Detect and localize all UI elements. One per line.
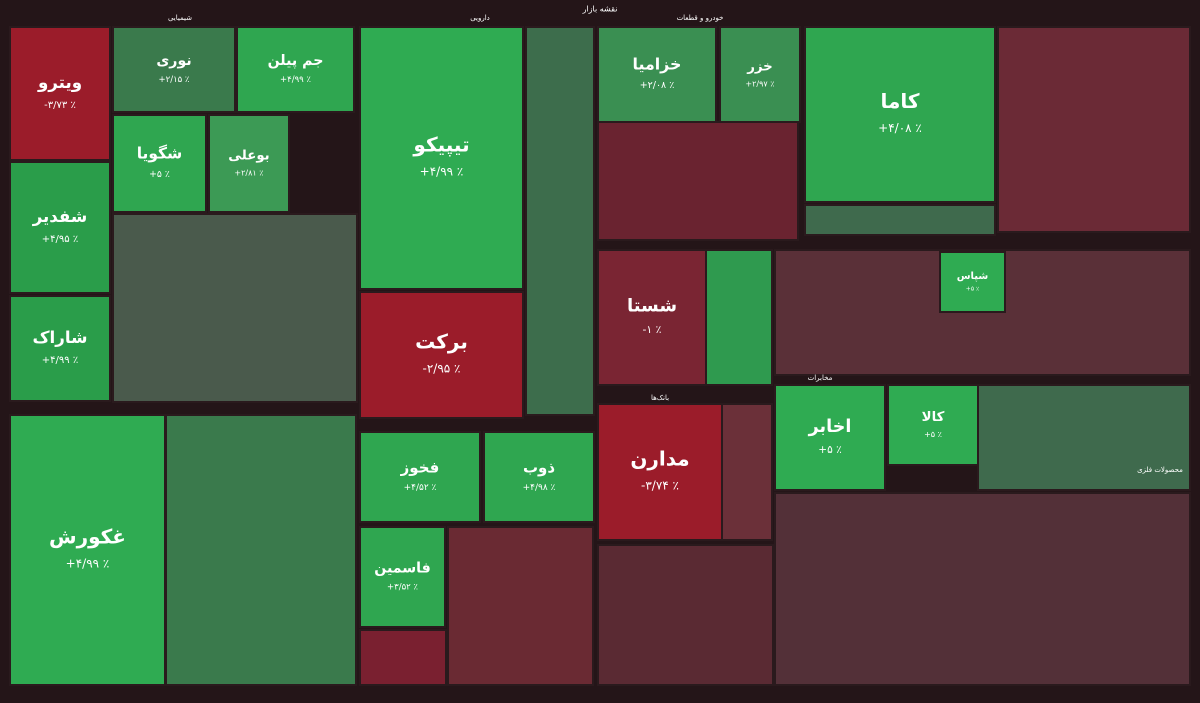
tile-value: ٪ ۵+	[924, 430, 942, 439]
tile-value: ٪ ۳/۷۴-	[641, 479, 679, 493]
tile	[359, 26, 524, 290]
tile-value: ٪ ۴/۹۹+	[420, 165, 464, 179]
sector-label: دارویی	[470, 14, 490, 22]
tile-value: ٪ ۴/۰۸+	[878, 121, 922, 135]
tile-name: شفدیر	[32, 207, 88, 227]
tile	[483, 431, 595, 523]
tile-value: ٪ ۲/۹۷+	[745, 79, 774, 88]
tile-name: شپاس	[957, 271, 989, 282]
tile-name: اخابر	[808, 417, 852, 437]
tile-value: ٪ ۴/۹۹+	[280, 75, 311, 85]
tile-value: ٪ ۱-	[643, 323, 662, 336]
tile-name: خزامیا	[633, 55, 682, 74]
tile	[804, 26, 996, 203]
tile-name: نوری	[156, 53, 191, 69]
tile-name: کالا	[922, 410, 945, 425]
tile	[236, 26, 355, 113]
tile-value: ٪ ۴/۹۹+	[42, 355, 78, 366]
tile	[9, 414, 166, 686]
tile	[9, 161, 111, 294]
tile	[359, 291, 524, 419]
chart-title: نقشه بازار	[582, 5, 618, 14]
tile	[208, 114, 290, 213]
tile-value: ٪ ۲/۹۵-	[423, 362, 461, 376]
tile-name: غکورش	[49, 525, 126, 549]
tile-name: شستا	[627, 296, 677, 317]
tile	[112, 26, 236, 113]
tile	[597, 403, 723, 541]
sector-label: محصولات فلزی	[1137, 466, 1183, 474]
tile-name: شگویا	[137, 144, 183, 163]
tile-name: شاراک	[33, 328, 88, 347]
tile-name: ذوب	[523, 459, 555, 477]
tile-value: ٪ ۳/۵۲+	[387, 582, 418, 592]
tile	[719, 26, 801, 123]
tile	[359, 431, 481, 523]
tile	[939, 251, 1006, 313]
tile-value: ٪ ۵+	[818, 444, 841, 456]
tile-value: ٪ ۴/۹۹+	[66, 557, 110, 571]
tile-name: ویترو	[37, 73, 82, 93]
tile-name: تیپیکو	[412, 133, 469, 158]
tile-value: ٪ ۵+	[149, 169, 170, 180]
tile-value: ٪ ۲/۸۱+	[234, 168, 263, 177]
sector-label: خودرو و قطعات	[677, 14, 724, 22]
tile	[9, 295, 111, 402]
tile-value: ٪ ۴/۵۲+	[404, 483, 437, 493]
sector-label: بانک‌ها	[651, 394, 669, 402]
tile	[359, 526, 446, 628]
tile-value: ٪ ۲/۱۵+	[159, 75, 190, 85]
tile	[887, 384, 979, 466]
tile	[774, 384, 886, 491]
tile-name: فاسمین	[374, 561, 431, 577]
sector-label: مخابرات	[808, 374, 833, 382]
tile-name: مدارن	[630, 447, 689, 471]
tile	[597, 249, 707, 386]
tile-name: برکت	[415, 330, 468, 354]
tile	[9, 26, 111, 161]
tile-name: جم پیلن	[268, 53, 324, 69]
tile-name: خزر	[746, 60, 773, 75]
tile-value: ٪ ۴/۹۸+	[523, 483, 556, 493]
tile-value: ٪ ۲/۰۸+	[640, 80, 675, 91]
tile	[112, 114, 207, 213]
tile-value: ٪ ۵+	[966, 286, 979, 293]
tile-name: فخوز	[400, 459, 440, 477]
tile-name: بوعلی	[228, 149, 269, 164]
tile-name: کاما	[880, 89, 919, 113]
tile-value: ٪ ۴/۹۵+	[42, 234, 78, 245]
sector-label: شیمیایی	[168, 14, 192, 22]
tile-value: ٪ ۳/۷۳-	[44, 100, 76, 111]
tile	[597, 26, 717, 123]
